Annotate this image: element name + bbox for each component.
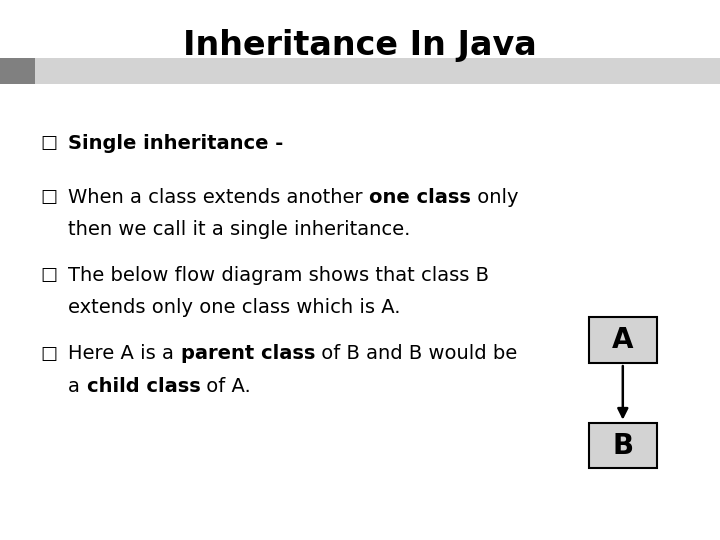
Text: a: a [68, 376, 86, 396]
FancyBboxPatch shape [589, 317, 657, 363]
Text: Inheritance In Java: Inheritance In Java [183, 29, 537, 63]
Text: Here A is a: Here A is a [68, 344, 181, 363]
Text: The below flow diagram shows that class B: The below flow diagram shows that class … [68, 266, 490, 285]
Text: Single inheritance -: Single inheritance - [68, 133, 284, 153]
Text: B: B [612, 431, 634, 460]
Text: extends only one class which is A.: extends only one class which is A. [68, 298, 401, 318]
Text: of B and B would be: of B and B would be [315, 344, 517, 363]
Text: □: □ [40, 188, 58, 206]
Text: When a class extends another: When a class extends another [68, 187, 369, 207]
Text: parent class: parent class [181, 344, 315, 363]
Text: A: A [612, 326, 634, 354]
Text: then we call it a single inheritance.: then we call it a single inheritance. [68, 220, 411, 239]
Text: □: □ [40, 266, 58, 285]
FancyBboxPatch shape [589, 422, 657, 469]
Text: only: only [471, 187, 518, 207]
Text: □: □ [40, 134, 58, 152]
Text: one class: one class [369, 187, 471, 207]
Bar [0, 58, 720, 84]
Text: child class: child class [86, 376, 200, 396]
Bar [0, 58, 35, 84]
Text: □: □ [40, 345, 58, 363]
Text: of A.: of A. [200, 376, 251, 396]
